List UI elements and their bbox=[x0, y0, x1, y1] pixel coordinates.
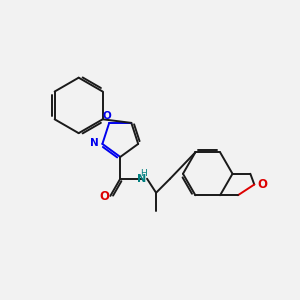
Text: N: N bbox=[137, 174, 147, 184]
Text: O: O bbox=[99, 190, 110, 203]
Text: O: O bbox=[103, 111, 112, 121]
Text: N: N bbox=[90, 138, 99, 148]
Text: H: H bbox=[140, 169, 146, 178]
Text: O: O bbox=[257, 178, 267, 191]
